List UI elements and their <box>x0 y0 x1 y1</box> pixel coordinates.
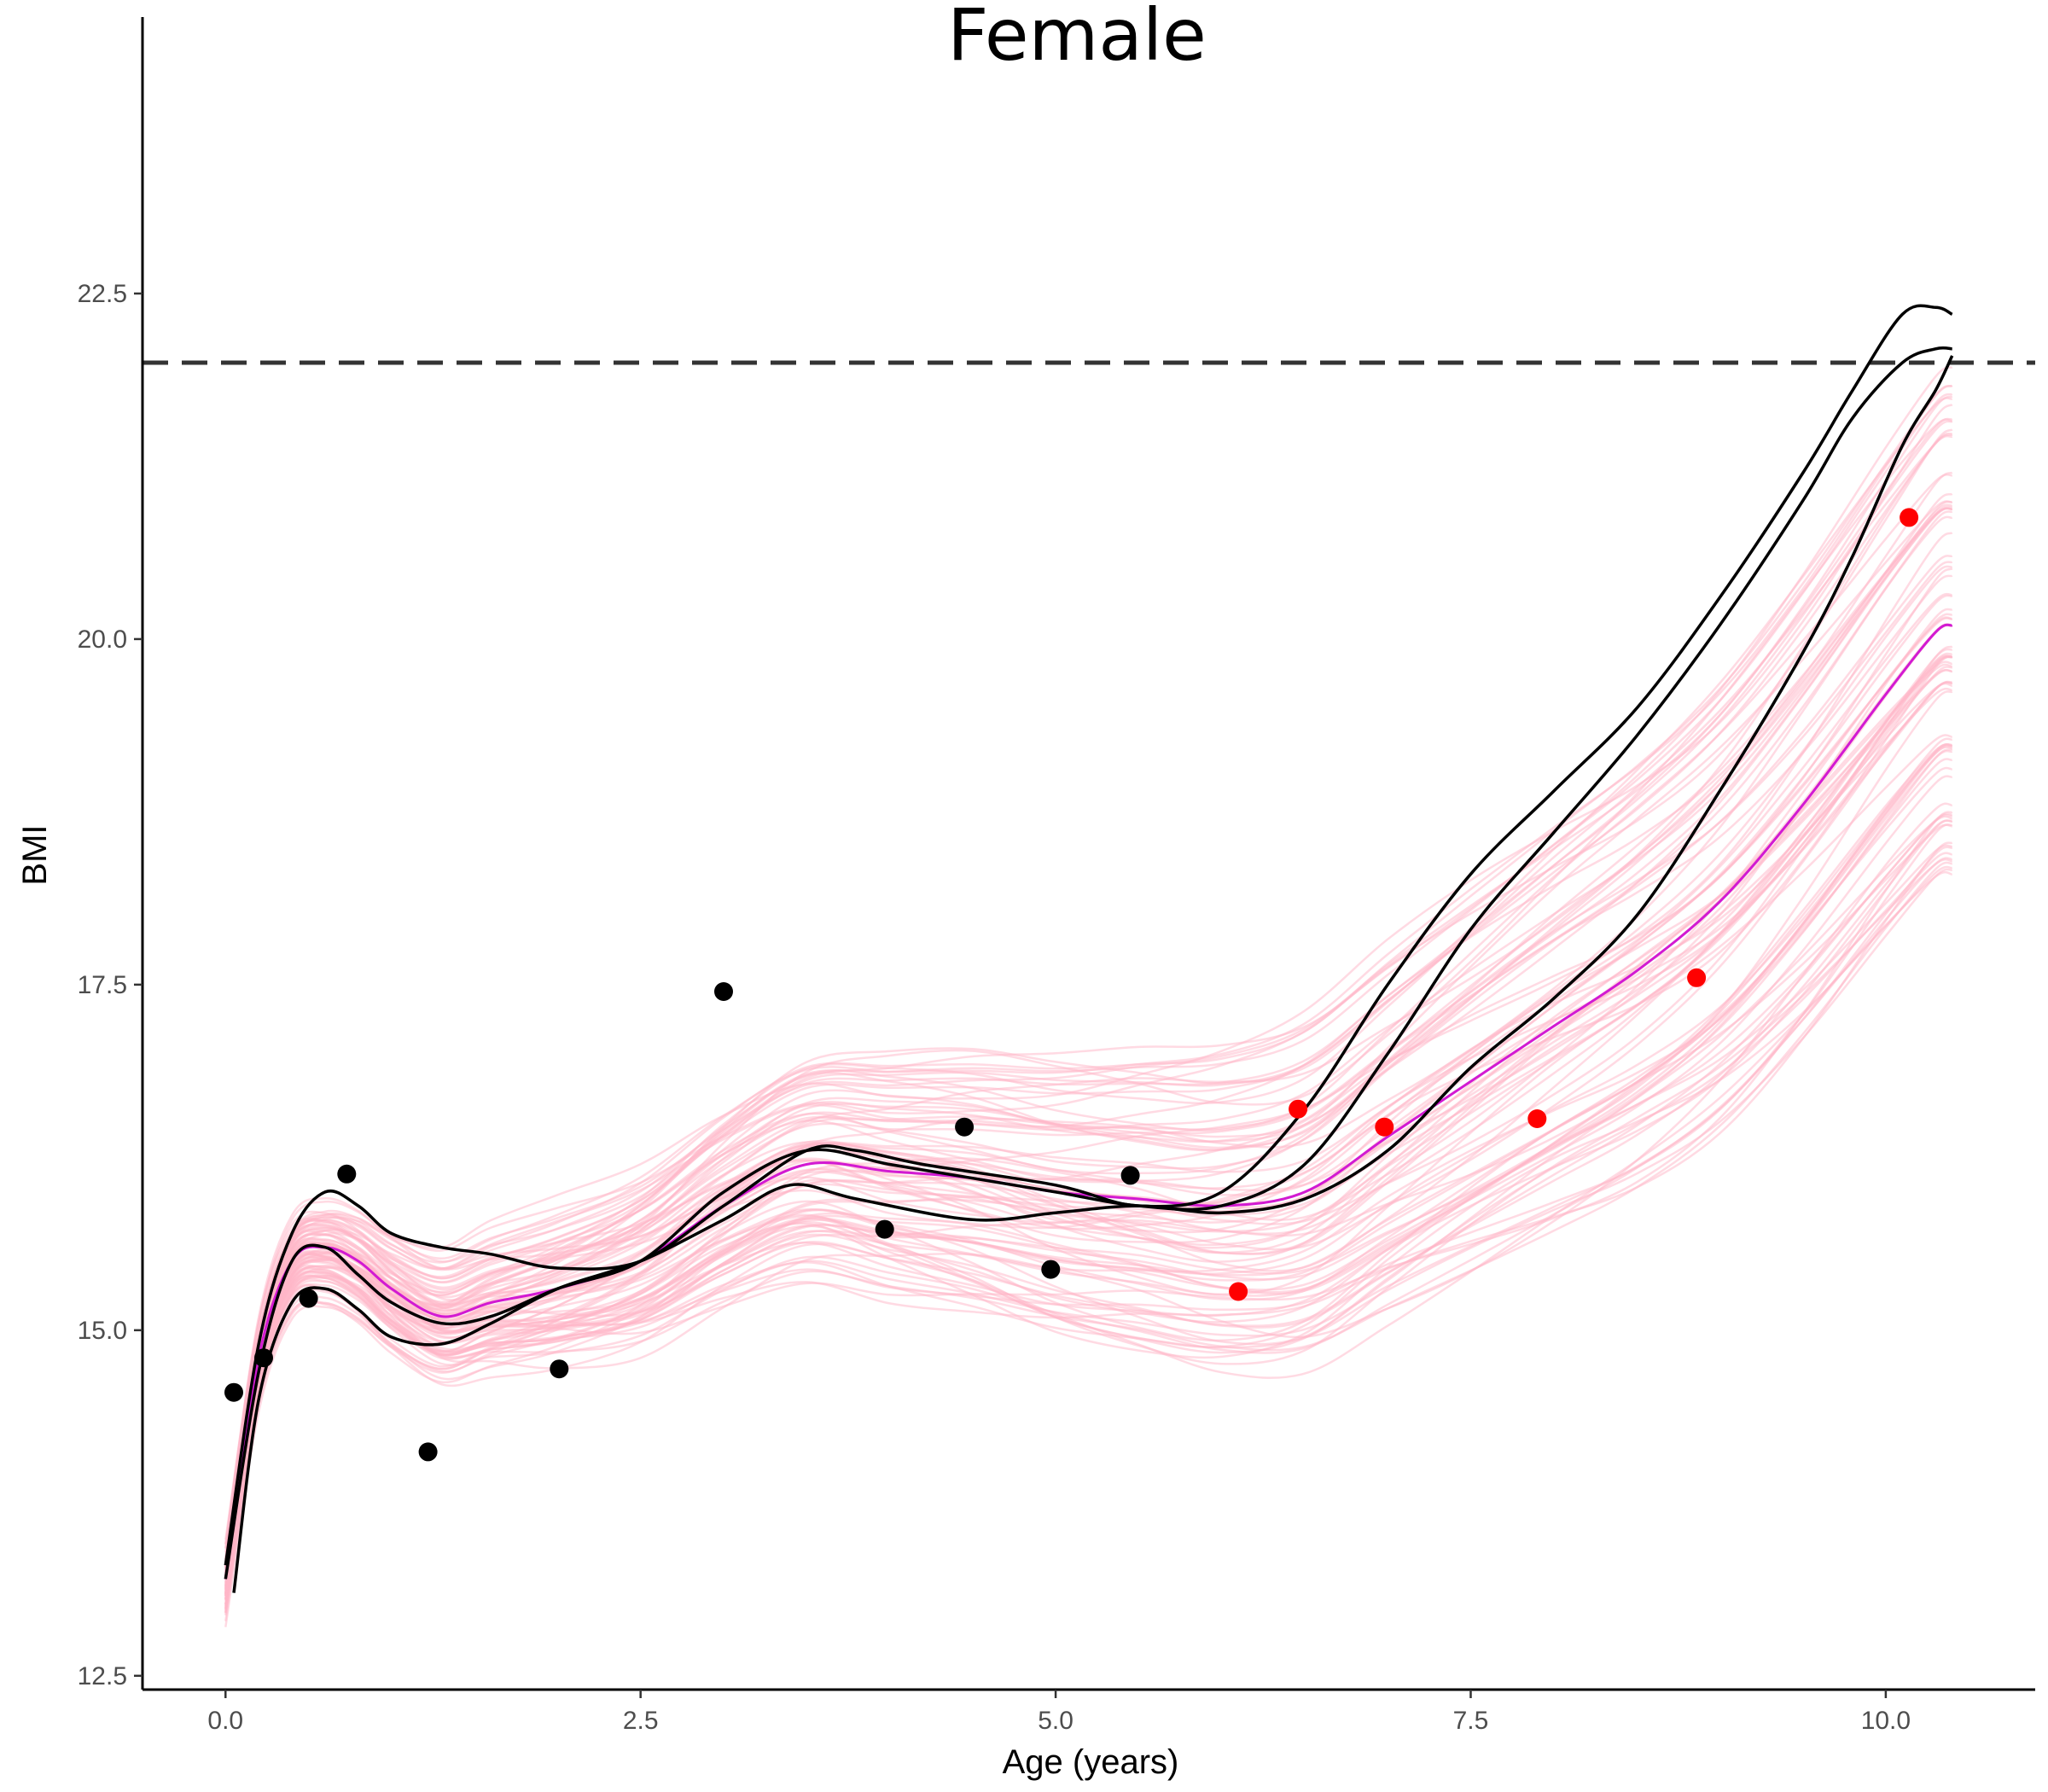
x-tick-label: 2.5 <box>623 1707 659 1735</box>
simulated-trajectory-line <box>224 734 1952 1600</box>
simulated-trajectory-line <box>224 743 1953 1574</box>
simulated-trajectories <box>224 366 1953 1627</box>
x-axis-title: Age (years) <box>1003 1743 1179 1781</box>
simulated-trajectory-line <box>224 420 1953 1562</box>
simulated-trajectory-line <box>224 561 1953 1597</box>
simulated-trajectory-line <box>224 433 1953 1566</box>
y-axis-ticks: 12.5 15.0 17.5 20.0 22.5 <box>78 280 143 1690</box>
observed-point <box>955 1117 975 1137</box>
observed-point <box>418 1442 438 1462</box>
observed-point <box>875 1219 894 1239</box>
simulated-trajectory-line <box>224 811 1953 1588</box>
x-tick-label: 5.0 <box>1038 1707 1073 1735</box>
predicted-point <box>1229 1282 1248 1301</box>
predicted-point <box>1900 508 1919 527</box>
simulated-trajectory-line <box>224 857 1953 1597</box>
simulated-trajectory-line <box>224 743 1953 1599</box>
simulated-trajectory-line <box>224 666 1953 1583</box>
simulated-trajectory-line <box>224 742 1953 1580</box>
predicted-point <box>1687 968 1707 987</box>
predicted-point <box>1289 1099 1308 1119</box>
x-tick-label: 0.0 <box>207 1707 243 1735</box>
observed-point <box>337 1164 357 1184</box>
simulated-trajectory-line <box>224 428 1953 1580</box>
simulated-trajectory-line <box>224 500 1953 1577</box>
observed-point <box>299 1289 318 1308</box>
x-axis-ticks: 0.0 2.5 5.0 7.5 10.0 <box>207 1690 1911 1735</box>
x-tick-label: 7.5 <box>1453 1707 1489 1735</box>
simulated-trajectory-line <box>224 624 1953 1577</box>
simulated-trajectory-line <box>224 654 1953 1567</box>
simulated-trajectory-line <box>224 823 1952 1616</box>
y-axis-title: BMI <box>16 824 54 885</box>
individual-trajectory-line <box>224 304 1953 1566</box>
mean-trajectory-line <box>224 623 1953 1580</box>
simulated-trajectory-line <box>224 384 1953 1563</box>
x-tick-label: 10.0 <box>1861 1707 1911 1735</box>
simulated-trajectory-line <box>224 515 1953 1545</box>
simulated-trajectory-line <box>224 812 1953 1609</box>
simulated-trajectory-line <box>224 510 1953 1572</box>
observed-point <box>1041 1260 1061 1279</box>
y-tick-label: 12.5 <box>78 1662 127 1690</box>
simulated-trajectory-line <box>224 681 1953 1594</box>
simulated-trajectory-line <box>224 749 1953 1590</box>
simulated-trajectory-line <box>224 507 1953 1565</box>
simulated-trajectory-line <box>224 823 1953 1599</box>
simulated-trajectory-line <box>224 748 1953 1605</box>
simulated-trajectory-line <box>224 648 1953 1580</box>
chart-title: Female <box>947 0 1207 77</box>
individual-trajectory-line <box>232 355 1954 1593</box>
y-tick-label: 17.5 <box>78 971 127 999</box>
y-tick-label: 22.5 <box>78 280 127 308</box>
data-points <box>224 508 1919 1462</box>
observed-point <box>550 1359 569 1379</box>
predicted-point <box>1375 1117 1394 1137</box>
simulated-trajectory-line <box>224 737 1953 1577</box>
simulated-trajectory-line <box>224 758 1953 1584</box>
observed-point <box>1120 1166 1140 1185</box>
simulated-trajectory-line <box>224 417 1953 1558</box>
simulated-trajectory-line <box>224 655 1953 1563</box>
simulated-trajectory-line <box>224 819 1953 1609</box>
observed-point <box>224 1382 243 1402</box>
simulated-trajectory-line <box>224 434 1953 1566</box>
individual-trajectory-line <box>224 346 1952 1580</box>
simulated-trajectory-line <box>224 418 1953 1540</box>
simulated-trajectory-line <box>224 655 1953 1605</box>
predicted-point <box>1527 1109 1547 1128</box>
trajectory-lines <box>224 304 1954 1593</box>
simulated-trajectory-line <box>224 852 1953 1614</box>
y-tick-label: 15.0 <box>78 1317 127 1345</box>
simulated-trajectory-line <box>224 645 1953 1607</box>
observed-point <box>254 1348 273 1368</box>
y-tick-label: 20.0 <box>78 625 127 654</box>
observed-point <box>714 982 733 1001</box>
simulated-trajectory-line <box>224 745 1953 1590</box>
simulated-trajectory-line <box>224 474 1953 1572</box>
simulated-trajectory-line <box>224 471 1953 1586</box>
